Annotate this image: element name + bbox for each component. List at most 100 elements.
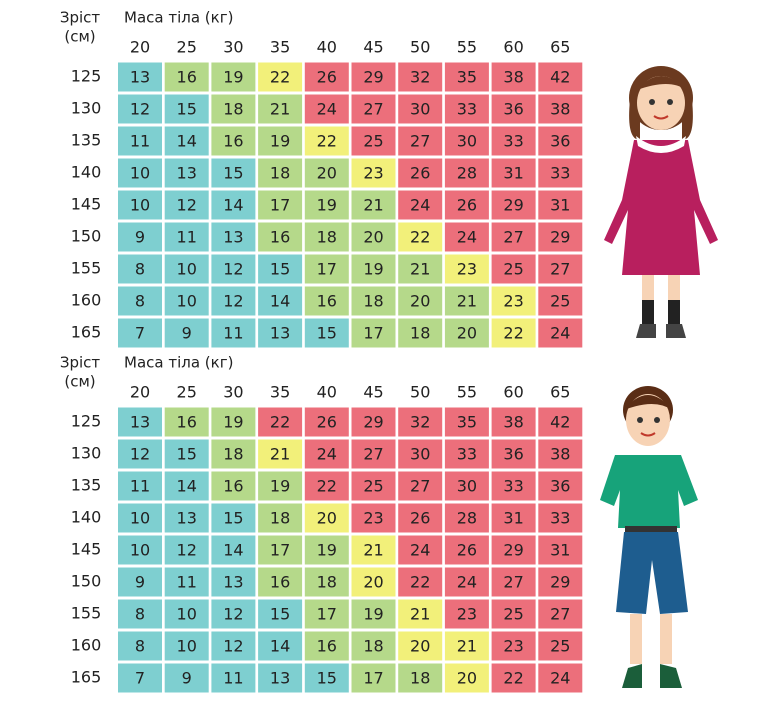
cell [118, 407, 162, 437]
cell-value: 33 [550, 509, 570, 528]
column-header: 45 [363, 38, 383, 57]
cell-value: 18 [363, 637, 383, 656]
cell-value: 15 [177, 100, 197, 119]
cell-value: 22 [317, 132, 337, 151]
cell-value: 29 [363, 413, 383, 432]
cell-value: 10 [130, 541, 150, 560]
cell [444, 631, 489, 661]
cell [398, 535, 443, 565]
cell [538, 535, 583, 565]
cell [351, 567, 396, 597]
cell-value: 22 [270, 413, 290, 432]
cell-value: 26 [457, 541, 477, 560]
cell [398, 126, 443, 156]
cell-value: 12 [223, 637, 243, 656]
cell-value: 33 [457, 100, 477, 119]
cell [164, 567, 209, 597]
column-header: 35 [270, 38, 290, 57]
cell-value: 17 [363, 324, 383, 343]
cell-value: 9 [135, 228, 145, 247]
cell [258, 471, 303, 501]
cell [304, 94, 349, 124]
cell [538, 190, 583, 220]
cell-value: 32 [410, 68, 430, 87]
row-header: 155 [71, 259, 102, 278]
cell-value: 20 [317, 509, 337, 528]
cell-value: 13 [177, 164, 197, 183]
cell-value: 16 [177, 68, 197, 87]
cell-value: 36 [503, 100, 523, 119]
cell [351, 439, 396, 469]
row-header: 135 [71, 131, 102, 150]
cell [491, 503, 536, 533]
cell [211, 407, 256, 437]
cell-value: 27 [410, 132, 430, 151]
cell [164, 535, 209, 565]
cell [491, 62, 536, 92]
cell-value: 15 [317, 669, 337, 688]
cell-value: 8 [135, 292, 145, 311]
cell-value: 38 [550, 100, 570, 119]
cell [398, 567, 443, 597]
cell-value: 29 [363, 68, 383, 87]
cell [491, 471, 536, 501]
cell-value: 28 [457, 509, 477, 528]
cell [351, 663, 396, 693]
cell [398, 407, 443, 437]
cell [538, 222, 583, 252]
column-header: 50 [410, 383, 430, 402]
cell [258, 190, 303, 220]
cell [491, 126, 536, 156]
column-header: 60 [503, 383, 523, 402]
cell-value: 24 [317, 100, 337, 119]
cell-value: 18 [317, 228, 337, 247]
cell-value: 27 [410, 477, 430, 496]
row-header: 155 [71, 604, 102, 623]
cell [444, 535, 489, 565]
cell [304, 439, 349, 469]
cell [491, 318, 536, 348]
cell [538, 318, 583, 348]
cell-value: 13 [223, 573, 243, 592]
cell-value: 24 [410, 541, 430, 560]
cell-value: 15 [177, 445, 197, 464]
cell [444, 318, 489, 348]
cell [491, 567, 536, 597]
cell [304, 567, 349, 597]
cell-value: 31 [503, 509, 523, 528]
cell-value: 24 [410, 196, 430, 215]
cell-value: 15 [270, 605, 290, 624]
cell-value: 27 [550, 605, 570, 624]
cell [258, 254, 303, 284]
cell-value: 26 [457, 196, 477, 215]
row-header: 150 [71, 227, 102, 246]
boy-illustration [600, 386, 698, 688]
cell [351, 407, 396, 437]
cell [444, 599, 489, 629]
cell [491, 439, 536, 469]
cell [351, 471, 396, 501]
cell-value: 12 [223, 292, 243, 311]
cell [164, 158, 209, 188]
row-header: 125 [71, 412, 102, 431]
cell-value: 33 [457, 445, 477, 464]
cell [118, 631, 162, 661]
cell-value: 7 [135, 324, 145, 343]
column-header: 25 [177, 38, 197, 57]
cell [164, 599, 209, 629]
cell [258, 318, 303, 348]
cell-value: 17 [363, 669, 383, 688]
cell-value: 15 [223, 509, 243, 528]
cell-value: 19 [317, 196, 337, 215]
cell [118, 471, 162, 501]
column-header: 30 [223, 38, 243, 57]
cell-value: 22 [410, 228, 430, 247]
column-header: 60 [503, 38, 523, 57]
cell [304, 190, 349, 220]
cell-value: 15 [223, 164, 243, 183]
column-header: 45 [363, 383, 383, 402]
cell [398, 631, 443, 661]
cell-value: 19 [363, 260, 383, 279]
cell-value: 21 [457, 637, 477, 656]
column-header: 65 [550, 383, 570, 402]
